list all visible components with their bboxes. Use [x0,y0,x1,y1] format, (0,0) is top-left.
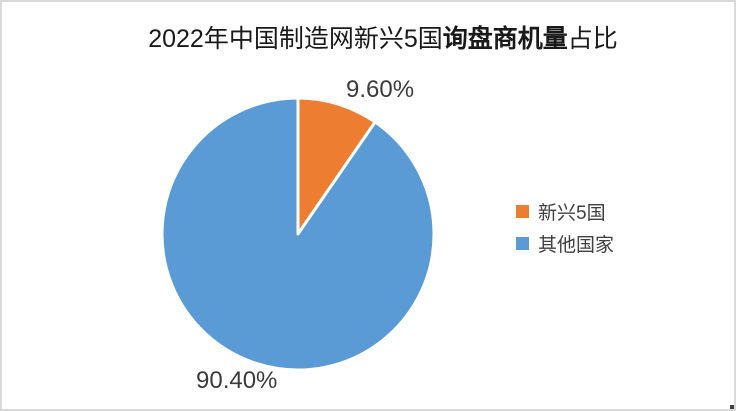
pie-chart [160,96,436,372]
data-label-emerging-5: 9.60% [346,76,415,103]
chart-title-suffix: 占比 [567,25,618,53]
chart-title: 2022年中国制造网新兴5国询盘商机量占比 [32,24,734,55]
legend-item-other-countries: 其他国家 [516,230,614,257]
pie-slice-1 [160,96,436,372]
legend-swatch-emerging-5-icon [516,205,529,218]
legend-swatch-other-countries-icon [516,237,529,250]
chart-title-bold: 询盘商机量 [442,25,568,53]
pie-slice-0 [296,96,377,236]
legend: 新兴5国 其他国家 [516,198,614,262]
chart-title-prefix: 2022年中国制造网新兴5国 [148,25,443,53]
legend-item-emerging-5: 新兴5国 [516,198,614,225]
legend-label-other-countries: 其他国家 [538,235,615,256]
corner-dot [730,405,734,409]
data-label-other-countries: 90.40% [196,367,278,394]
legend-label-emerging-5: 新兴5国 [538,203,606,224]
